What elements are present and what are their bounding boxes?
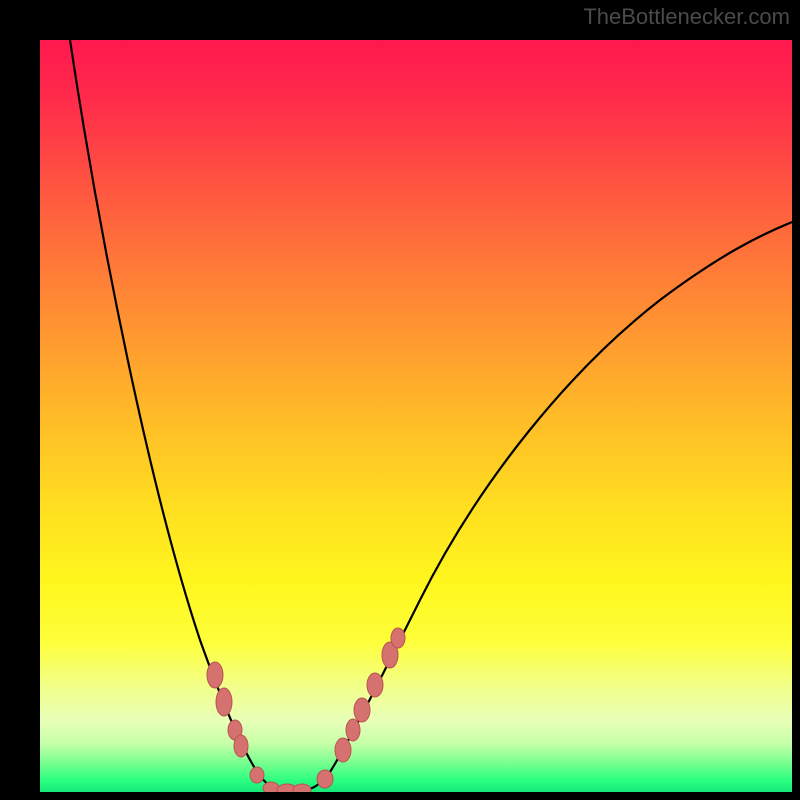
- data-marker: [250, 767, 264, 783]
- bottleneck-curve-chart: [40, 40, 792, 792]
- data-marker: [346, 719, 360, 741]
- data-marker: [391, 628, 405, 648]
- marker-group: [207, 628, 405, 792]
- data-marker: [335, 738, 351, 762]
- data-marker: [234, 735, 248, 757]
- data-marker: [354, 698, 370, 722]
- data-marker: [207, 662, 223, 688]
- data-marker: [367, 673, 383, 697]
- data-marker: [293, 784, 311, 792]
- plot-area: [40, 40, 792, 792]
- data-marker: [216, 688, 232, 716]
- curve-left: [70, 40, 283, 790]
- watermark-text: TheBottlenecker.com: [583, 4, 790, 30]
- curve-right: [303, 222, 792, 790]
- data-marker: [317, 770, 333, 788]
